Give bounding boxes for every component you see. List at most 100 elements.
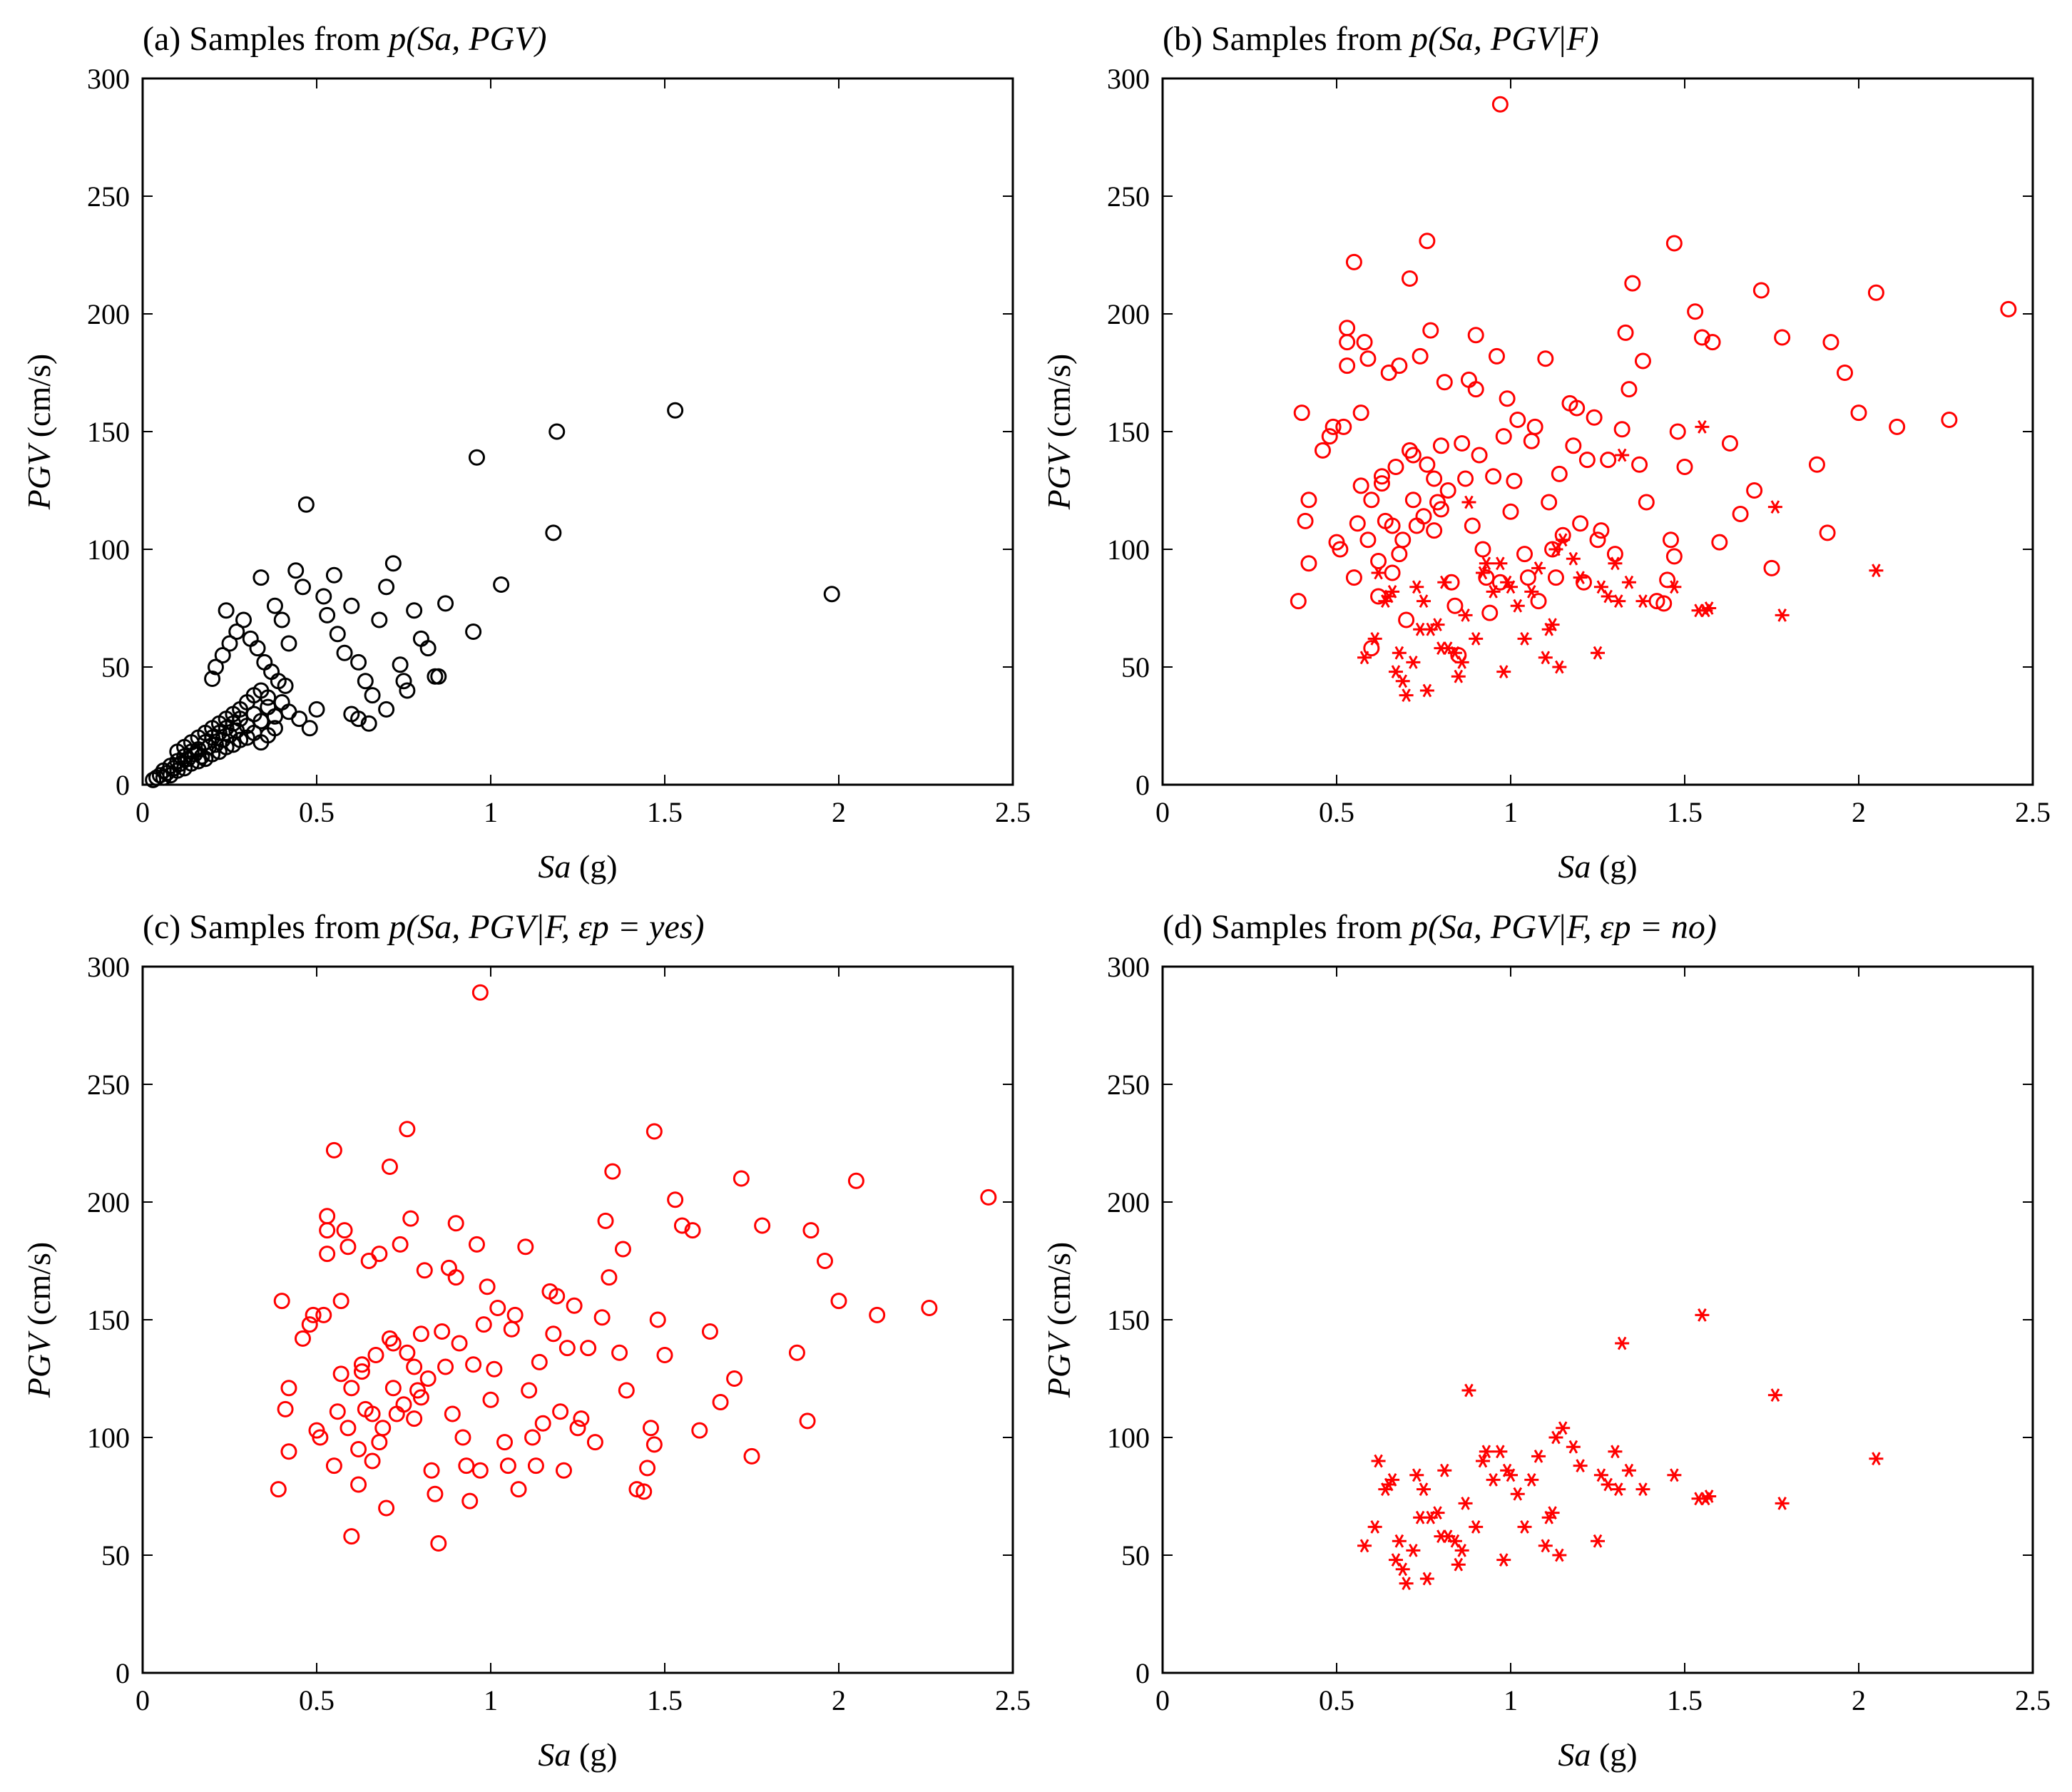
panel-b-point-yes <box>1432 437 1449 454</box>
panel-c-point-yes <box>673 1217 690 1234</box>
panel-c-point-yes <box>419 1370 437 1387</box>
panel-b-point-no <box>1524 584 1539 599</box>
panel-c-point-yes <box>381 1159 398 1175</box>
panel-b-point-no <box>1406 655 1421 669</box>
panel-b-point-yes <box>1502 503 1519 520</box>
panel-b-point-no <box>1419 683 1434 698</box>
panel-b-point-yes <box>1300 555 1317 572</box>
panel-d-title: (d) Samples from p(Sa, PGV|F, εp = no) <box>1163 908 1717 946</box>
panel-c-point-yes <box>329 1403 346 1420</box>
panel-b-point-no <box>1447 646 1462 660</box>
panel-c-point-yes <box>384 1380 402 1397</box>
panel-c-point-yes <box>580 1340 597 1357</box>
panel-b-point-yes <box>1687 303 1704 320</box>
panel-c-point-yes <box>353 1356 370 1373</box>
panel-c-point-yes <box>332 1365 349 1383</box>
panel-c-point-yes <box>447 1215 464 1232</box>
panel-d-point-no <box>1702 1490 1717 1503</box>
panel-c-point-yes <box>340 1420 357 1437</box>
panel-a-point-samples <box>308 701 325 718</box>
panel-b-point-yes <box>1485 468 1502 485</box>
panel-a-ytick-label: 250 <box>87 180 130 213</box>
panel-c-point-yes <box>471 1462 489 1479</box>
panel-c-point-yes <box>458 1457 475 1475</box>
panel-c-point-yes <box>440 1259 457 1276</box>
panel-a-xtick-label: 0.5 <box>299 796 335 828</box>
panel-b-point-yes <box>1711 534 1728 551</box>
panel-a-point-samples <box>151 767 168 784</box>
panel-a-xlabel: Sa (g) <box>538 848 617 885</box>
panel-c-point-yes <box>788 1344 805 1361</box>
panel-b: (b) Samples from p(Sa, PGV|F) 0 0.5 1 1.5 2 2… <box>1041 20 2051 885</box>
panel-c-point-yes <box>486 1360 503 1378</box>
panel-d-point-no <box>1461 1383 1476 1398</box>
panel-c-ytick-label: 150 <box>87 1304 130 1336</box>
panel-d-point-no <box>1371 1454 1386 1468</box>
panel-c-point-yes <box>869 1306 886 1323</box>
panel-a-point-samples <box>437 595 454 612</box>
panel-c-point-yes <box>340 1238 357 1256</box>
panel-b-point-no <box>1388 665 1403 679</box>
panel-b-point-yes <box>1408 517 1425 534</box>
panel-b-point-yes <box>1422 322 1439 339</box>
panel-c-point-yes <box>319 1208 336 1225</box>
panel-c-point-yes <box>280 1443 297 1460</box>
panel-c-point-yes <box>381 1330 398 1347</box>
panel-b-point-yes <box>1763 559 1780 576</box>
panel-c-point-yes <box>499 1457 516 1475</box>
panel-b-point-yes <box>1746 482 1763 499</box>
panel-a-point-samples <box>260 689 277 706</box>
panel-c-xtick-label: 0 <box>136 1684 150 1716</box>
panel-b-point-yes <box>1822 334 1839 351</box>
panel-b-point-yes <box>1523 432 1540 449</box>
panel-a-point-samples <box>280 635 297 652</box>
panel-d-ticks: 0 0.5 1 1.5 2 2.5 0 50 100 150 200 250 300 <box>1107 951 2051 1716</box>
panel-b-point-no <box>1399 688 1414 703</box>
panel-d-xtick-label: 2.5 <box>2015 1684 2051 1716</box>
panel-b-point-yes <box>1419 233 1436 250</box>
panel-b-point-no <box>1869 564 1884 578</box>
panel-b-point-yes <box>1297 512 1314 529</box>
panel-c-point-yes <box>684 1222 701 1239</box>
panel-c-point-yes <box>475 1316 492 1333</box>
panel-b-point-yes <box>1370 553 1387 569</box>
panel-d-point-no <box>1635 1482 1650 1497</box>
panel-b-point-yes <box>1572 515 1589 532</box>
panel-d-point-no <box>1667 1468 1682 1482</box>
panel-b-point-yes <box>1836 365 1853 381</box>
panel-c-point-yes <box>392 1236 409 1253</box>
panel-a-xtick-label: 2 <box>832 796 846 828</box>
panel-c-point-yes <box>604 1163 621 1180</box>
panel-a-point-samples <box>364 687 381 704</box>
panel-a-point-samples <box>204 745 221 763</box>
panel-b-point-yes <box>1339 320 1356 337</box>
panel-b-point-yes <box>1419 456 1436 473</box>
panel-c-point-yes <box>427 1485 444 1502</box>
panel-b-point-yes <box>1808 456 1825 473</box>
panel-c-point-yes <box>496 1434 514 1451</box>
panel-a-title: (a) Samples from p(Sa, PGV) <box>143 20 547 58</box>
panel-d-point-no <box>1357 1539 1372 1553</box>
panel-c-ytick-label: 300 <box>87 951 130 983</box>
panel-a-point-samples <box>395 673 412 690</box>
panel-c-point-yes <box>378 1500 395 1517</box>
panel-b-point-yes <box>1491 96 1509 113</box>
panel-b-point-no <box>1367 631 1382 646</box>
panel-d-point-no <box>1531 1449 1546 1463</box>
panel-b-point-no <box>1517 631 1532 646</box>
panel-b-point-yes <box>1380 365 1397 381</box>
panel-c-point-yes <box>517 1238 534 1256</box>
panel-b-point-yes <box>1867 284 1884 301</box>
panel-a-point-samples <box>315 588 332 605</box>
panel-c-point-yes <box>847 1172 864 1189</box>
panel-b-point-no <box>1545 618 1560 632</box>
panel-a-point-samples <box>155 769 172 786</box>
panel-b-point-yes <box>1537 350 1554 367</box>
panel-b-point-yes <box>1586 409 1603 426</box>
panel-b-point-no <box>1695 419 1710 434</box>
panel-a-point-samples <box>287 562 305 579</box>
panel-b-point-no <box>1504 580 1518 594</box>
panel-b-point-yes <box>1467 327 1484 344</box>
panel-d-ylabel: PGV (cm/s) <box>1041 1242 1077 1398</box>
panel-c-point-yes <box>301 1316 318 1333</box>
